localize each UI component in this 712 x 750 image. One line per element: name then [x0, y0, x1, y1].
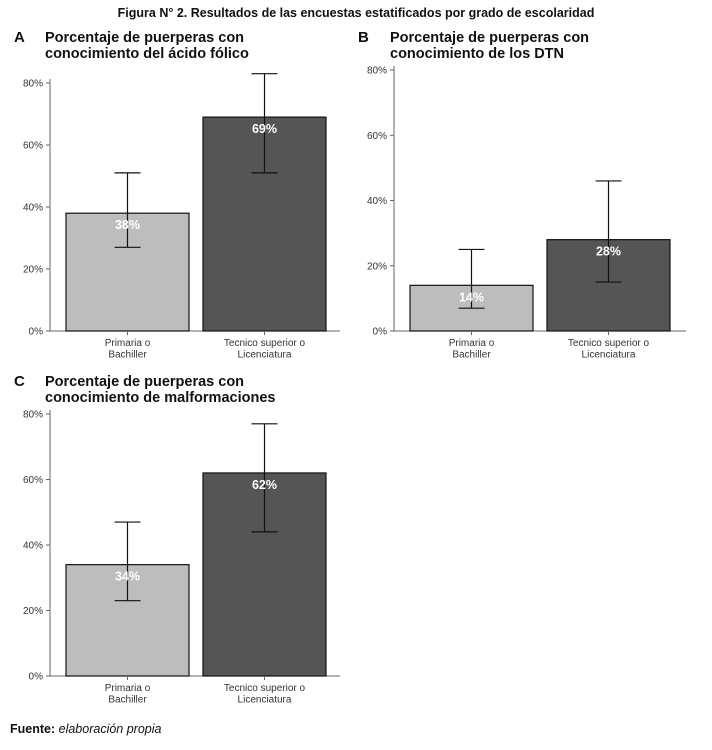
- chart-panel-a: A Porcentaje de puerperas conconocimiento…: [14, 29, 340, 361]
- footer-text: elaboración propia: [58, 722, 162, 736]
- panel-letter: B: [358, 29, 369, 46]
- panel-title-line: Porcentaje de puerperas con: [45, 374, 244, 390]
- y-tick-label: 0%: [29, 327, 44, 338]
- y-tick-label: 60%: [23, 141, 43, 152]
- y-tick-label: 40%: [23, 203, 43, 214]
- panel-title-line: conocimiento del ácido fólico: [45, 46, 249, 62]
- panel-title-line: conocimiento de los DTN: [390, 46, 564, 62]
- x-category-label: Licenciatura: [582, 350, 636, 361]
- error-bar: [114, 521, 141, 602]
- y-tick-label: 20%: [367, 261, 387, 272]
- x-category-label: Primaria o: [449, 338, 495, 349]
- panel-title-line: Porcentaje de puerperas con: [45, 30, 244, 46]
- y-tick-label: 80%: [23, 79, 43, 90]
- data-label: 28%: [596, 245, 621, 259]
- y-tick-label: 20%: [23, 606, 43, 617]
- y-tick-label: 80%: [23, 410, 43, 421]
- x-category-label: Bachiller: [452, 350, 491, 361]
- y-tick-label: 0%: [29, 672, 44, 683]
- error-bar: [251, 73, 278, 174]
- x-category-label: Tecnico superior o: [224, 338, 306, 349]
- error-bar: [595, 180, 622, 283]
- x-category-label: Primaria o: [105, 683, 151, 694]
- y-tick-label: 60%: [367, 131, 387, 142]
- chart-panel-b: B Porcentaje de puerperas conconocimiento…: [358, 29, 686, 361]
- x-category-label: Licenciatura: [238, 350, 292, 361]
- data-label: 69%: [252, 122, 277, 136]
- x-category-label: Tecnico superior o: [568, 338, 650, 349]
- data-label: 34%: [115, 570, 140, 584]
- panel-title-line: conocimiento de malformaciones: [45, 390, 275, 406]
- panel-letter: A: [14, 29, 25, 46]
- source-footer: Fuente: elaboración propia: [10, 722, 161, 736]
- x-category-label: Primaria o: [105, 338, 151, 349]
- y-tick-label: 40%: [23, 541, 43, 552]
- y-tick-label: 60%: [23, 475, 43, 486]
- figure-title: Figura N° 2. Resultados de las encuestas…: [117, 6, 595, 20]
- x-category-label: Tecnico superior o: [224, 683, 306, 694]
- data-label: 38%: [115, 218, 140, 232]
- error-bar: [114, 172, 141, 248]
- y-tick-label: 20%: [23, 265, 43, 276]
- data-label: 62%: [252, 478, 277, 492]
- y-tick-label: 40%: [367, 196, 387, 207]
- x-category-label: Bachiller: [108, 695, 147, 706]
- panel-letter: C: [14, 373, 25, 390]
- x-category-label: Bachiller: [108, 350, 147, 361]
- footer-label: Fuente:: [10, 722, 56, 736]
- data-label: 14%: [459, 290, 484, 304]
- y-tick-label: 80%: [367, 66, 387, 77]
- y-tick-label: 0%: [373, 327, 388, 338]
- error-bar: [458, 248, 485, 309]
- error-bar: [251, 423, 278, 533]
- chart-panel-c: C Porcentaje de puerperas conconocimiento…: [14, 373, 340, 706]
- x-category-label: Licenciatura: [238, 695, 292, 706]
- panel-title-line: Porcentaje de puerperas con: [390, 30, 589, 46]
